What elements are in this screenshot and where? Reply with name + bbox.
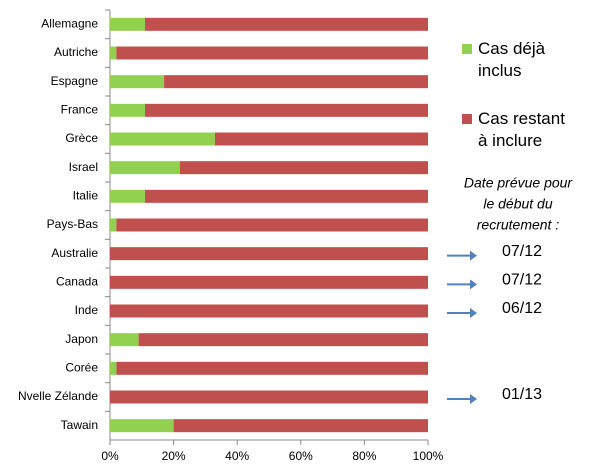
note: Date prévue pour bbox=[464, 175, 574, 191]
note: le début du bbox=[483, 196, 552, 212]
y-tick-label: Italie bbox=[73, 189, 99, 203]
legend-label: Cas déjà inclus bbox=[478, 39, 546, 80]
date-label: 07/12 bbox=[502, 243, 542, 260]
y-tick-label: Israel bbox=[69, 160, 98, 174]
bar-segment bbox=[110, 161, 180, 175]
bar-segment bbox=[144, 103, 429, 117]
y-tick-label: Allemagne bbox=[41, 17, 98, 31]
bar-segment bbox=[110, 419, 174, 433]
x-tick-label: 100% bbox=[413, 449, 444, 463]
y-tick-label: Australie bbox=[51, 246, 98, 260]
bar-segment bbox=[110, 46, 117, 60]
bar-segment bbox=[179, 161, 428, 175]
bar-segment bbox=[110, 17, 145, 31]
date-label: 06/12 bbox=[502, 300, 542, 317]
bar-segment bbox=[110, 333, 139, 347]
bar-segment bbox=[138, 333, 428, 347]
bar-segment bbox=[116, 46, 429, 60]
note: recrutement : bbox=[477, 217, 560, 233]
y-tick-label: Inde bbox=[75, 303, 99, 317]
bar-segment bbox=[110, 390, 428, 404]
y-tick-label: Corée bbox=[65, 361, 98, 375]
bar-segment bbox=[116, 218, 429, 232]
arrow-head bbox=[470, 279, 477, 290]
arrow-head bbox=[470, 308, 477, 318]
x-tick-label: 60% bbox=[289, 449, 313, 463]
bar-segment bbox=[110, 189, 145, 203]
legend-label: Cas restant à inclure bbox=[478, 109, 565, 150]
bar-segment bbox=[110, 275, 428, 289]
y-tick-label: Nvelle Zélande bbox=[18, 389, 98, 403]
bar-segment bbox=[110, 247, 428, 261]
y-tick-label: Tawain bbox=[61, 418, 98, 432]
bar-segment bbox=[110, 218, 117, 232]
bar-segment bbox=[110, 304, 428, 318]
legend-swatch bbox=[462, 114, 472, 124]
x-tick-label: 0% bbox=[101, 449, 119, 463]
x-tick-label: 80% bbox=[352, 449, 376, 463]
date-label: 07/12 bbox=[502, 272, 542, 289]
y-tick-label: Canada bbox=[56, 275, 98, 289]
bar-segment bbox=[173, 419, 428, 433]
y-tick-label: Japon bbox=[65, 332, 98, 346]
bar-segment bbox=[144, 17, 429, 31]
bar-segment bbox=[110, 75, 165, 89]
arrow-head bbox=[470, 394, 477, 404]
bar-segment bbox=[110, 361, 117, 375]
y-tick-label: Autriche bbox=[54, 45, 98, 59]
arrow-head bbox=[470, 250, 477, 261]
bar-segment bbox=[214, 132, 428, 146]
date-label: 01/13 bbox=[502, 386, 542, 403]
y-tick-label: Grèce bbox=[65, 131, 98, 145]
x-tick-label: 40% bbox=[225, 449, 249, 463]
y-tick-label: France bbox=[61, 103, 99, 117]
x-tick-label: 20% bbox=[162, 449, 186, 463]
y-tick-label: Espagne bbox=[51, 74, 99, 88]
legend-swatch bbox=[462, 44, 472, 54]
bar-segment bbox=[110, 103, 145, 117]
y-tick-label: Pays-Bas bbox=[47, 217, 98, 231]
bar-segment bbox=[164, 75, 428, 89]
bar-segment bbox=[110, 132, 215, 146]
bar-segment bbox=[116, 361, 429, 375]
bar-segment bbox=[144, 189, 429, 203]
